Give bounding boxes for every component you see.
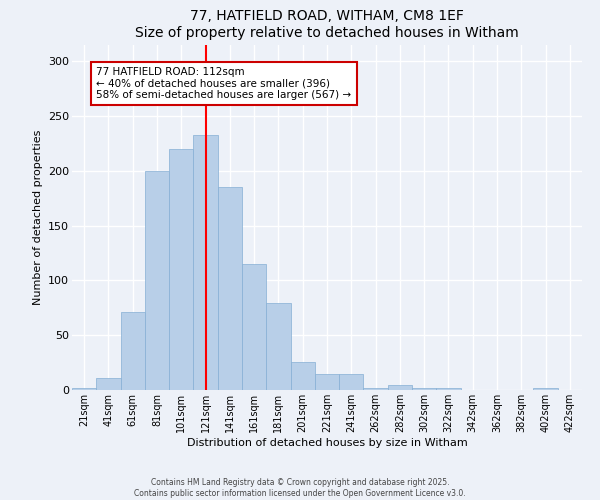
Bar [193, 135, 218, 390]
Bar [242, 264, 266, 390]
Bar [145, 171, 169, 390]
Text: 77 HATFIELD ROAD: 112sqm
← 40% of detached houses are smaller (396)
58% of semi-: 77 HATFIELD ROAD: 112sqm ← 40% of detach… [96, 67, 352, 100]
Bar [169, 149, 193, 390]
Bar [266, 304, 290, 390]
Bar [96, 378, 121, 390]
Text: Contains HM Land Registry data © Crown copyright and database right 2025.
Contai: Contains HM Land Registry data © Crown c… [134, 478, 466, 498]
Bar [315, 374, 339, 390]
Bar [533, 388, 558, 390]
Bar [388, 384, 412, 390]
Bar [290, 362, 315, 390]
Bar [364, 388, 388, 390]
Y-axis label: Number of detached properties: Number of detached properties [32, 130, 43, 305]
Bar [121, 312, 145, 390]
Bar [72, 388, 96, 390]
Title: 77, HATFIELD ROAD, WITHAM, CM8 1EF
Size of property relative to detached houses : 77, HATFIELD ROAD, WITHAM, CM8 1EF Size … [135, 10, 519, 40]
X-axis label: Distribution of detached houses by size in Witham: Distribution of detached houses by size … [187, 438, 467, 448]
Bar [436, 388, 461, 390]
Bar [339, 374, 364, 390]
Bar [218, 188, 242, 390]
Bar [412, 388, 436, 390]
